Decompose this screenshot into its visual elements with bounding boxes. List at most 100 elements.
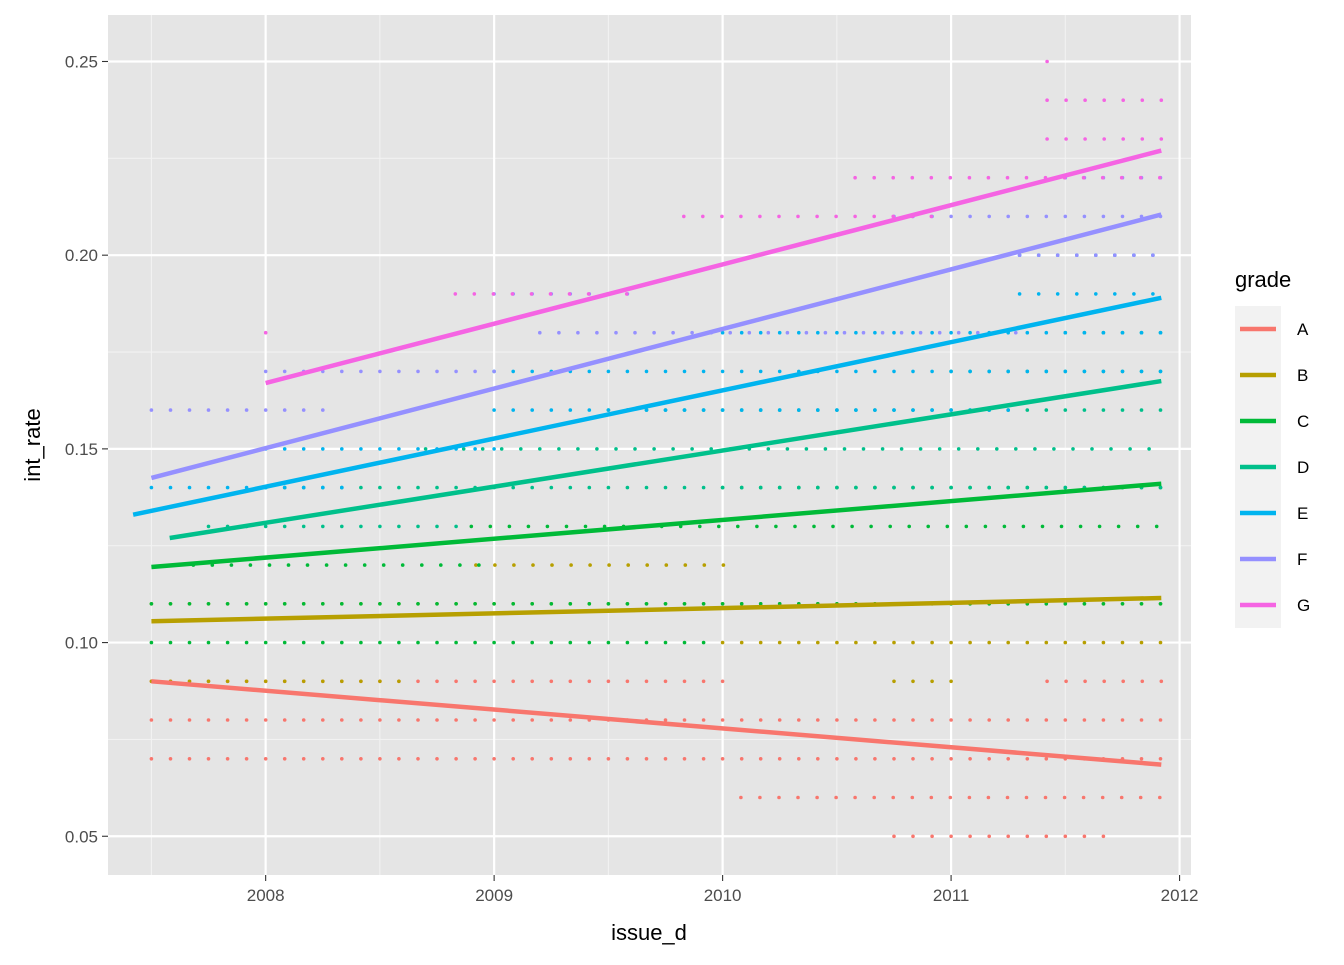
y-tick-label: 0.20 — [65, 246, 98, 265]
data-point — [538, 330, 542, 335]
data-point — [549, 602, 554, 606]
data-point — [416, 757, 420, 761]
data-point — [663, 485, 668, 490]
data-point — [168, 485, 173, 490]
legend-label-A: A — [1297, 320, 1309, 339]
legend-label-E: E — [1297, 504, 1308, 523]
data-point — [949, 679, 953, 684]
data-point — [910, 175, 915, 180]
data-point — [682, 718, 687, 722]
data-point — [1078, 524, 1083, 529]
data-point — [340, 524, 344, 529]
data-point — [458, 563, 462, 567]
data-point — [1139, 757, 1144, 761]
data-point — [359, 718, 363, 722]
data-point — [720, 485, 725, 490]
data-point — [340, 640, 344, 645]
data-point — [1120, 330, 1125, 335]
data-point — [728, 330, 732, 335]
data-point — [587, 640, 592, 645]
data-point — [834, 795, 838, 800]
data-point — [1121, 98, 1125, 102]
data-point — [911, 485, 915, 490]
data-point — [282, 408, 287, 412]
data-point — [606, 408, 611, 412]
data-point — [454, 485, 458, 490]
data-point — [987, 640, 991, 645]
data-point — [1102, 98, 1106, 102]
data-point — [469, 524, 474, 529]
data-point — [545, 524, 550, 529]
data-point — [1120, 718, 1125, 722]
data-point — [945, 524, 950, 529]
data-point — [340, 757, 344, 761]
data-point — [244, 679, 249, 684]
data-point — [1071, 447, 1075, 451]
data-point — [1140, 98, 1145, 102]
data-point — [701, 369, 706, 374]
data-point — [206, 718, 211, 722]
data-point — [842, 330, 847, 335]
data-point — [835, 485, 839, 490]
data-point — [842, 447, 847, 451]
data-point — [480, 447, 485, 451]
data-point — [1158, 640, 1163, 645]
data-point — [187, 485, 192, 490]
data-point — [949, 834, 953, 839]
data-point — [720, 214, 724, 219]
data-point — [671, 447, 675, 451]
data-point — [804, 330, 809, 335]
data-point — [911, 369, 915, 374]
data-point — [301, 485, 306, 490]
data-point — [774, 524, 778, 529]
data-point — [968, 214, 972, 219]
data-point — [492, 640, 496, 645]
data-point — [777, 718, 782, 722]
x-tick-label: 2008 — [247, 886, 285, 905]
data-point — [929, 795, 934, 800]
grid-major — [108, 15, 1191, 875]
data-point — [739, 640, 744, 645]
data-point — [397, 485, 401, 490]
trend-line-G — [265, 148, 1162, 386]
legend-label-C: C — [1297, 412, 1309, 431]
data-point — [282, 485, 287, 490]
data-point — [872, 175, 876, 180]
data-point — [519, 447, 523, 451]
data-point — [930, 679, 934, 684]
data-point — [949, 214, 953, 219]
data-point — [512, 563, 516, 567]
data-point — [1094, 253, 1098, 257]
data-point — [720, 330, 725, 335]
data-point — [892, 408, 896, 412]
data-point — [606, 369, 611, 374]
data-point — [378, 447, 382, 451]
data-point — [853, 214, 857, 219]
data-point — [948, 175, 953, 180]
data-point — [930, 834, 934, 839]
data-point — [1159, 98, 1164, 102]
data-point — [816, 757, 820, 761]
data-point — [435, 757, 439, 761]
data-point — [644, 757, 649, 761]
data-point — [891, 214, 895, 219]
data-point — [968, 757, 972, 761]
data-point — [777, 485, 782, 490]
data-point — [702, 563, 707, 567]
data-point — [1083, 98, 1087, 102]
data-point — [976, 447, 980, 451]
data-point — [263, 679, 268, 684]
data-point — [967, 795, 972, 800]
trend-line-E — [132, 295, 1162, 517]
data-point — [340, 485, 344, 490]
data-point — [1101, 602, 1106, 606]
data-point — [1055, 253, 1060, 257]
data-point — [301, 718, 306, 722]
data-point — [1158, 330, 1163, 335]
data-point — [690, 447, 694, 451]
data-point — [956, 330, 961, 335]
data-point — [797, 408, 801, 412]
data-point — [378, 369, 382, 374]
data-point — [340, 447, 344, 451]
